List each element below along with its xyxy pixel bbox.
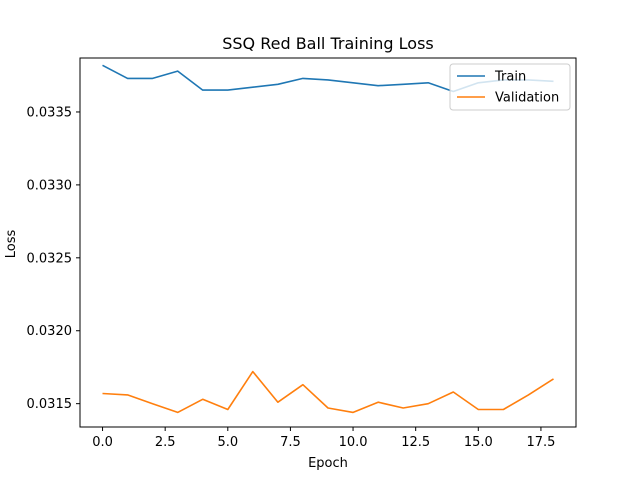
y-tick-label: 0.0330 [27, 178, 73, 193]
legend: Train Validation [449, 63, 571, 111]
series-line-validation [102, 370, 554, 414]
y-axis-label: Loss [4, 230, 19, 259]
y-tick-label: 0.0335 [27, 105, 73, 120]
legend-label: Train [494, 70, 526, 85]
x-tick-label: 0.0 [92, 435, 113, 450]
x-tick-label: 17.5 [526, 435, 555, 450]
legend-label: Validation [495, 91, 559, 106]
x-tick-label: 15.0 [464, 435, 493, 450]
x-tick-label: 2.5 [155, 435, 176, 450]
x-tick-label: 7.5 [280, 435, 301, 450]
y-tick-label: 0.0325 [27, 251, 73, 266]
y-axis: 0.0315 0.0320 0.0325 0.0330 0.0335 [27, 105, 80, 412]
plot-frame [79, 57, 577, 428]
x-axis-label: Epoch [308, 456, 348, 471]
y-tick-label: 0.0320 [27, 324, 73, 339]
chart-title: SSQ Red Ball Training Loss [222, 34, 434, 53]
x-axis: 0.0 2.5 5.0 7.5 10.0 12.5 15.0 17.5 [92, 427, 555, 450]
x-tick-label: 5.0 [217, 435, 238, 450]
x-tick-label: 12.5 [401, 435, 430, 450]
series-lines [102, 64, 554, 414]
x-tick-label: 10.0 [339, 435, 368, 450]
y-tick-label: 0.0315 [27, 397, 73, 412]
